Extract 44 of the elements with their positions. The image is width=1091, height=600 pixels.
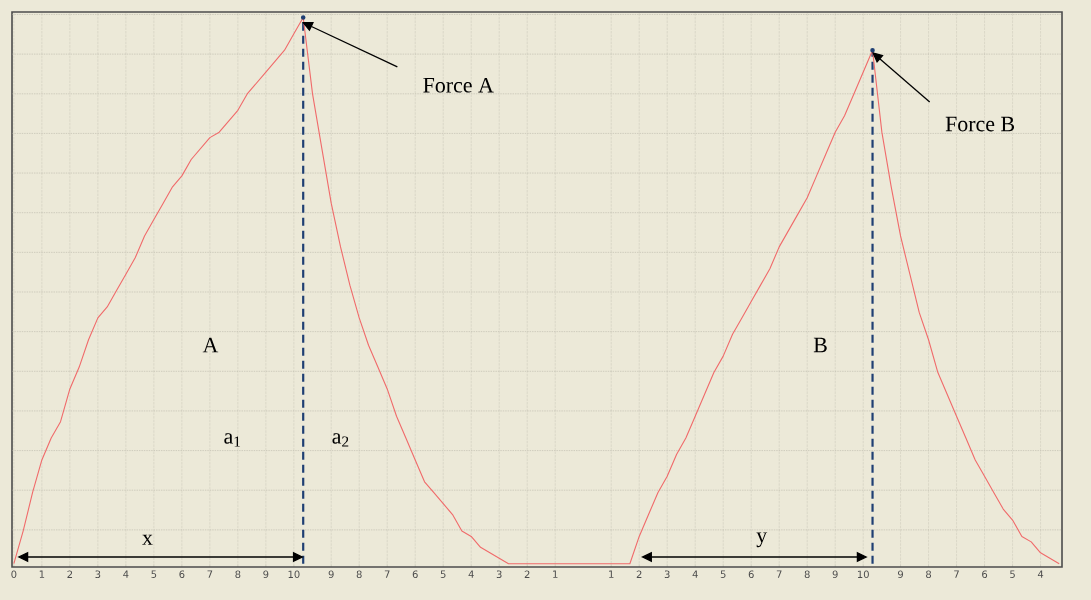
x-tick-label: 5 bbox=[440, 570, 446, 578]
annotation: Force B bbox=[945, 116, 1015, 132]
x-tick-label: 6 bbox=[412, 570, 418, 579]
annotation: B bbox=[813, 337, 827, 353]
annotation: x bbox=[142, 534, 153, 545]
x-tick-label: 1 bbox=[553, 570, 558, 578]
x-tick-label: 8 bbox=[235, 570, 241, 579]
x-tick-label: 9 bbox=[263, 570, 269, 579]
x-tick-label: 5 bbox=[1010, 570, 1015, 578]
x-tick-label: 8 bbox=[804, 570, 810, 579]
x-tick-label: 10 bbox=[288, 570, 300, 579]
x-tick-label: 6 bbox=[748, 570, 754, 579]
x-tick-label: 3 bbox=[664, 570, 670, 579]
annotation: A bbox=[202, 337, 219, 353]
annotation: a$_{2}$ bbox=[332, 433, 349, 447]
x-tick-label: 7 bbox=[954, 570, 959, 578]
x-tick-label: 4 bbox=[468, 570, 474, 578]
x-tick-label: 9 bbox=[328, 570, 334, 579]
x-tick-label: 5 bbox=[151, 570, 157, 578]
x-tick-label: 1 bbox=[39, 570, 45, 578]
x-tick-label: 6 bbox=[982, 570, 988, 579]
x-tick-label: 3 bbox=[496, 570, 502, 579]
x-tick-label: 6 bbox=[179, 570, 185, 579]
x-tick-label: 4 bbox=[1037, 570, 1044, 578]
x-tick-label: 10 bbox=[857, 570, 869, 579]
x-tick-label: 8 bbox=[356, 570, 362, 579]
x-tick-label: 0 bbox=[11, 570, 17, 579]
x-tick-label: 5 bbox=[720, 570, 726, 578]
x-tick-label: 9 bbox=[832, 570, 838, 579]
x-tick-label: 2 bbox=[524, 570, 530, 578]
x-tick-label: 2 bbox=[636, 570, 642, 578]
x-tick-label: 4 bbox=[692, 570, 698, 578]
x-tick-label: 7 bbox=[776, 570, 782, 578]
annotation: y bbox=[756, 532, 768, 548]
x-tick-label: 4 bbox=[123, 570, 129, 578]
x-tick-label: 8 bbox=[926, 570, 932, 579]
annotation: Force A bbox=[423, 77, 494, 93]
x-tick-label: 3 bbox=[95, 570, 101, 579]
x-tick-label: 2 bbox=[67, 570, 73, 578]
x-tick-label: 7 bbox=[207, 570, 213, 578]
x-tick-label: 7 bbox=[384, 570, 390, 578]
x-tick-label: 9 bbox=[898, 570, 904, 579]
annotation: a$_{1}$ bbox=[224, 433, 241, 447]
x-tick-label: 1 bbox=[609, 570, 614, 578]
